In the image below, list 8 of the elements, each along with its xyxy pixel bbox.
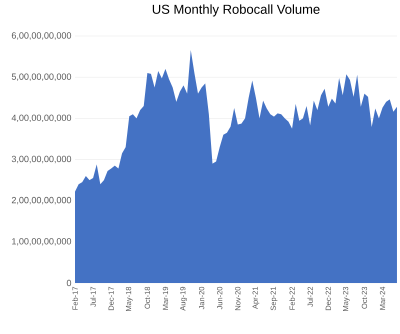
y-tick-label: 3,00,00,00,000 [12, 156, 72, 164]
y-tick-label: 0 [66, 280, 72, 286]
chart-title: US Monthly Robocall Volume [152, 4, 320, 16]
y-tick-label: 5,00,00,00,000 [12, 73, 72, 81]
y-tick-label: 2,00,00,00,000 [12, 196, 72, 204]
y-tick-label: 1,00,00,00,000 [12, 238, 72, 246]
y-tick-label: 6,00,00,00,000 [12, 32, 72, 40]
y-tick-label: 4,00,00,00,000 [12, 114, 72, 122]
